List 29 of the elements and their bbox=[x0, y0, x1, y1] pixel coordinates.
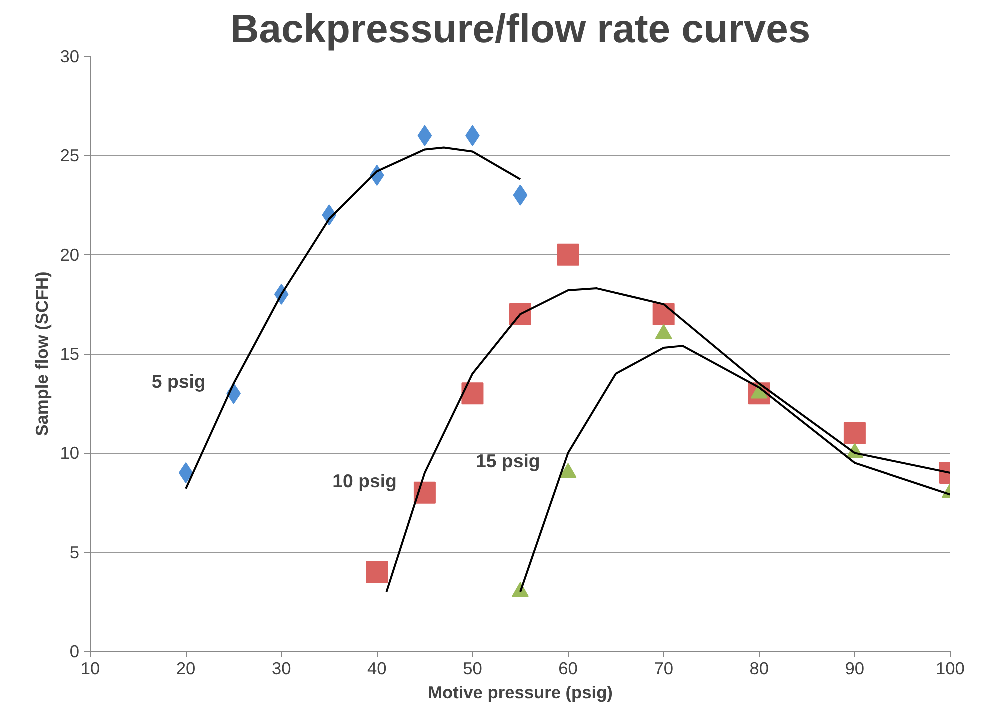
point bbox=[462, 382, 484, 405]
point bbox=[414, 482, 436, 504]
series-label: 15 psig bbox=[476, 450, 540, 472]
x-tick-label: 100 bbox=[936, 658, 965, 678]
point bbox=[652, 303, 675, 326]
x-tick-label: 20 bbox=[176, 658, 196, 678]
x-axis-title: Motive pressure (psig) bbox=[428, 682, 613, 702]
chart-title: Backpressure/flow rate curves bbox=[230, 8, 811, 52]
series-label: 10 psig bbox=[332, 470, 397, 492]
y-tick-label: 15 bbox=[60, 344, 80, 364]
x-tick-label: 90 bbox=[845, 658, 865, 678]
series-label: 5 psig bbox=[152, 371, 206, 392]
y-tick-label: 10 bbox=[60, 443, 80, 464]
y-axis-title: Sample flow (SCFH) bbox=[32, 272, 52, 436]
point bbox=[178, 462, 194, 484]
x-tick-label: 50 bbox=[463, 658, 482, 678]
x-tick-label: 30 bbox=[272, 658, 292, 678]
x-tick-label: 40 bbox=[368, 658, 387, 678]
point bbox=[844, 422, 866, 444]
x-tick-label: 60 bbox=[558, 658, 578, 678]
point bbox=[366, 561, 388, 584]
point bbox=[557, 244, 580, 266]
x-tick-label: 70 bbox=[654, 658, 674, 678]
y-tick-label: 0 bbox=[70, 642, 80, 662]
y-tick-label: 5 bbox=[70, 542, 80, 562]
y-tick-label: 30 bbox=[60, 46, 80, 66]
x-tick-label: 80 bbox=[750, 658, 770, 678]
y-tick-label: 20 bbox=[60, 244, 80, 265]
y-tick-label: 25 bbox=[60, 146, 80, 166]
